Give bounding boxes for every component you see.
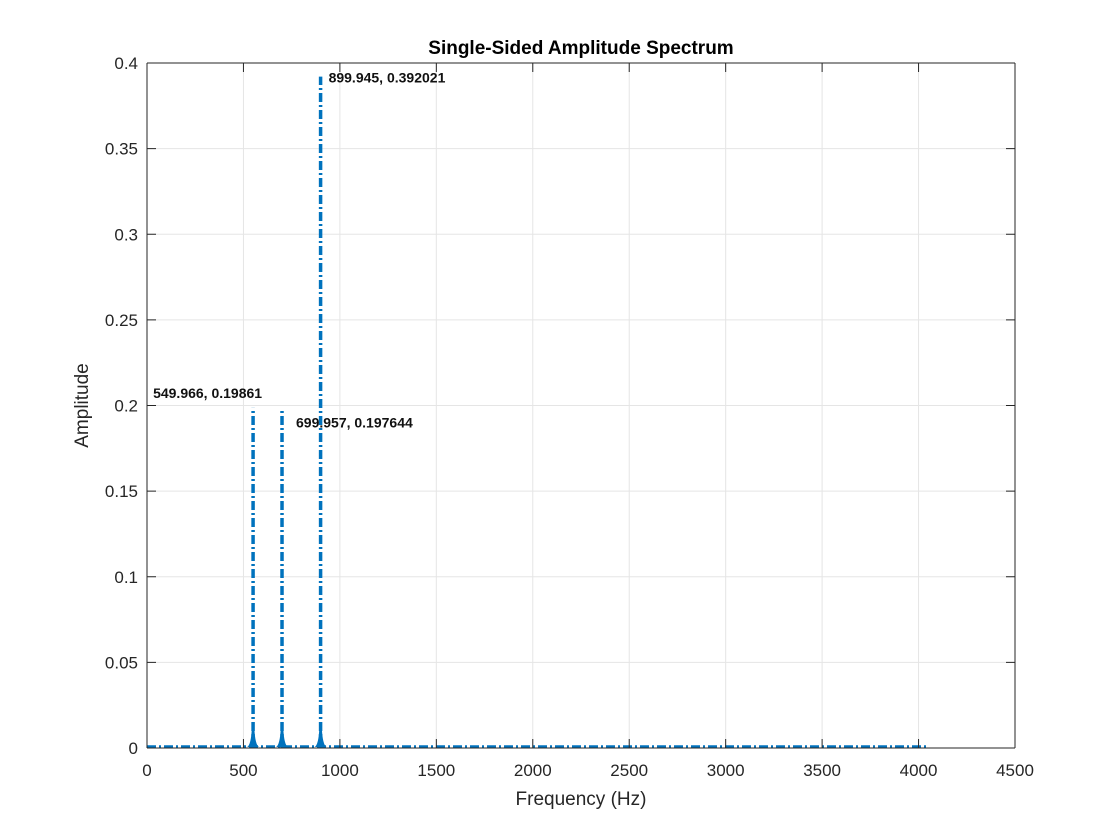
peak-skirt (247, 727, 260, 747)
x-tick-label: 4000 (900, 761, 938, 780)
x-tick-label: 3000 (707, 761, 745, 780)
y-tick-label: 0.05 (105, 653, 138, 672)
x-axis-label: Frequency (Hz) (516, 789, 647, 810)
axes (146, 62, 1016, 749)
x-tick-label: 1000 (321, 761, 359, 780)
peak-data-label: 899.945, 0.392021 (329, 70, 446, 86)
peak-data-label: 549.966, 0.19861 (153, 385, 262, 401)
x-tick-label: 4500 (996, 761, 1034, 780)
y-tick-label: 0.4 (114, 54, 138, 73)
x-tick-label: 0 (142, 761, 151, 780)
peak-skirt (276, 727, 289, 747)
chart-title: Single-Sided Amplitude Spectrum (428, 38, 733, 59)
peak-data-label: 699.957, 0.197644 (296, 415, 413, 431)
x-tick-label: 500 (229, 761, 257, 780)
y-tick-label: 0.1 (114, 568, 138, 587)
x-tick-label: 3500 (803, 761, 841, 780)
x-tick-label: 1500 (417, 761, 455, 780)
x-tick-label: 2500 (610, 761, 648, 780)
grid (147, 63, 1015, 748)
y-axis-label: Amplitude (72, 363, 93, 448)
y-tick-label: 0.35 (105, 140, 138, 159)
y-tick-label: 0.2 (114, 397, 138, 416)
y-tick-label: 0.3 (114, 225, 138, 244)
peak-skirt (314, 727, 327, 747)
y-tick-label: 0 (129, 739, 138, 758)
peak-labels: 549.966, 0.19861 699.957, 0.197644 899.945… (153, 70, 445, 431)
tick-labels: 0 500 1000 1500 2000 2500 3000 3500 4000 4500 0 0.0… (105, 54, 1034, 780)
y-tick-label: 0.25 (105, 311, 138, 330)
spectrum-series (147, 76, 929, 749)
x-tick-label: 2000 (514, 761, 552, 780)
y-tick-label: 0.15 (105, 482, 138, 501)
